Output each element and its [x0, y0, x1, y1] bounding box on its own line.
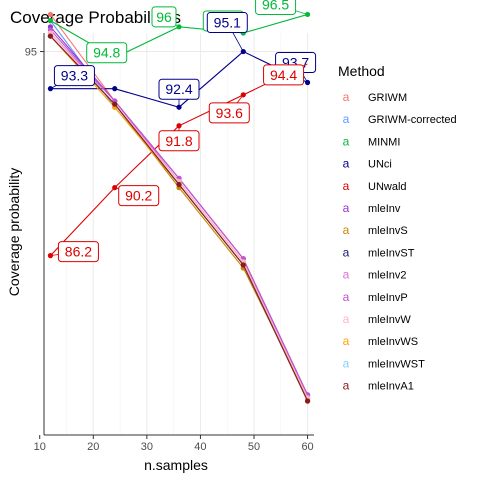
x-tick-label: 40 [194, 441, 206, 453]
data-point-mleInvA1 [240, 262, 246, 268]
data-label-box [151, 6, 177, 28]
legend-item-label: mleInvWST [368, 358, 425, 370]
legend-item-label: mleInvW [368, 314, 411, 326]
x-tick-label: 60 [301, 441, 313, 453]
legend-item-label: mleInvWS [368, 336, 418, 348]
legend: a GRIWM a GRIWM-corrected a MINMI a UNci a UNwald… [343, 90, 457, 393]
y-tick-label: 95 [25, 47, 37, 59]
legend-key: a [343, 268, 350, 282]
legend-item-label: MINMI [368, 136, 400, 148]
legend-key: a [343, 179, 350, 193]
legend-item-label: mleInvP [368, 292, 408, 304]
data-label: 96.5 [262, 0, 289, 12]
data-label: 93.6 [216, 105, 243, 121]
grid [44, 33, 314, 435]
data-label-box [158, 78, 200, 100]
legend-key: a [343, 379, 350, 393]
legend-item-label: UNci [368, 159, 392, 171]
y-axis-label: Coverage probability [6, 168, 22, 296]
data-label: 96 [156, 9, 172, 25]
legend-key: a [343, 312, 350, 326]
data-label: 92.4 [165, 81, 192, 97]
legend-item-label: UNwald [368, 181, 407, 193]
data-point-mleInvA1 [176, 181, 182, 188]
data-point-UNci [112, 86, 118, 92]
data-label: 90.2 [125, 188, 152, 204]
data-point-MINMI [47, 18, 54, 24]
data-label: 86.2 [65, 244, 92, 260]
data-label-box [206, 12, 248, 34]
data-label-box [255, 0, 297, 15]
legend-item-label: mleInvS [368, 225, 408, 237]
data-label-box [118, 185, 160, 207]
legend-key: a [343, 157, 350, 171]
legend-item-label: mleInvST [368, 247, 415, 259]
data-label: 94.8 [93, 45, 120, 61]
axes: 10 20 30 40 50 60 95 [25, 33, 314, 453]
legend-item-label: mleInv [368, 203, 401, 215]
legend-item-label: GRIWM [368, 92, 407, 104]
legend-title: Method [338, 63, 385, 79]
data-label: 93.3 [61, 68, 88, 84]
legend-key: a [343, 245, 350, 259]
data-point-mleInvA1 [47, 33, 54, 39]
data-label-box [158, 130, 200, 152]
legend-key: a [343, 290, 350, 304]
data-label: 94.4 [270, 67, 297, 83]
legend-key: a [343, 112, 350, 126]
data-labels: 94.89695.896.593.392.495.193.786.290.291… [50, 0, 317, 263]
legend-key: a [343, 223, 350, 237]
data-point-mleInvA1 [112, 101, 118, 107]
data-point-mleInvA1 [304, 398, 311, 404]
x-tick-label: 20 [87, 441, 99, 453]
x-tick-label: 30 [141, 441, 153, 453]
data-label-box [53, 65, 95, 87]
data-point-GRIWM [47, 11, 54, 18]
legend-key: a [343, 356, 350, 370]
legend-item-label: GRIWM-corrected [368, 114, 457, 126]
legend-key: a [343, 134, 350, 148]
legend-key: a [343, 90, 350, 104]
legend-key: a [343, 201, 350, 215]
data-label: 95.1 [214, 15, 241, 31]
legend-key: a [343, 334, 350, 348]
data-label-box [86, 42, 128, 64]
data-label-box [263, 64, 305, 86]
x-tick-label: 10 [34, 441, 46, 453]
data-label: 91.8 [165, 133, 192, 149]
data-label-box [57, 241, 99, 263]
data-label-box [208, 102, 250, 124]
x-tick-label: 50 [248, 441, 260, 453]
legend-item-label: mleInv2 [368, 270, 407, 282]
x-axis-label: n.samples [144, 457, 208, 473]
legend-item-label: mleInvA1 [368, 381, 414, 393]
